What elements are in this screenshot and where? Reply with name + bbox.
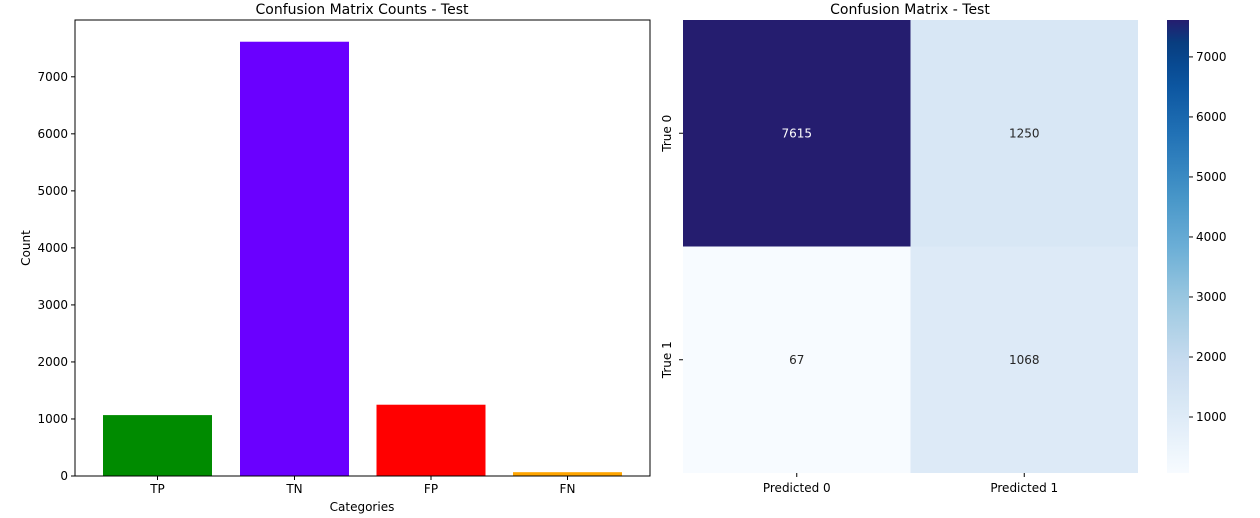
bar-chart-frame — [74, 19, 651, 477]
heatmap-cell-value: 67 — [789, 353, 804, 367]
col-label: Predicted 0 — [763, 481, 831, 495]
heatmap-chart: Confusion Matrix - Test 7615 1250 67 1068 T… — [660, 2, 1227, 495]
heatmap-cell — [683, 246, 911, 473]
bar-chart-xlabel: Categories — [330, 500, 395, 514]
heatmap-cells: 7615 1250 67 1068 — [683, 20, 1138, 473]
y-tick-label: 6000 — [37, 127, 68, 141]
colorbar-tick-label: 2000 — [1196, 350, 1227, 364]
x-tick-label: FN — [560, 482, 576, 496]
colorbar-tick-label: 7000 — [1196, 50, 1227, 64]
bar-tn — [240, 41, 349, 476]
heatmap-cell — [910, 246, 1138, 473]
bar-fp — [376, 404, 486, 476]
heatmap-cell-value: 1068 — [1009, 353, 1040, 367]
heatmap-cell-value: 1250 — [1009, 126, 1040, 140]
col-label: Predicted 1 — [990, 481, 1058, 495]
bar-chart-bars — [103, 41, 622, 476]
y-tick-label: 5000 — [37, 184, 68, 198]
y-tick-label: 3000 — [37, 298, 68, 312]
heatmap-title: Confusion Matrix - Test — [830, 2, 990, 18]
x-tick-label: FP — [424, 482, 438, 496]
y-tick-label: 1000 — [37, 412, 68, 426]
y-tick-label: 2000 — [37, 355, 68, 369]
row-label: True 1 — [660, 341, 674, 379]
bar-chart: Confusion Matrix Counts - Test 0 1000 2000… — [19, 2, 651, 514]
heatmap-cell — [683, 20, 911, 247]
colorbar-tick-label: 6000 — [1196, 110, 1227, 124]
heatmap-cell-value: 7615 — [781, 126, 812, 140]
colorbar — [1167, 20, 1189, 473]
y-tick-label: 4000 — [37, 241, 68, 255]
row-label: True 0 — [660, 115, 674, 153]
x-tick-label: TN — [285, 482, 302, 496]
heatmap-axes: True 0 True 1 Predicted 0 Predicted 1 — [660, 115, 1058, 495]
heatmap-cell — [910, 20, 1138, 247]
bar-fn — [513, 472, 622, 476]
y-tick-label: 0 — [60, 469, 68, 483]
y-tick-label: 7000 — [37, 70, 68, 84]
colorbar-tick-label: 1000 — [1196, 410, 1227, 424]
bar-chart-y-axis: 0 1000 2000 3000 4000 5000 6000 7000 — [37, 70, 75, 483]
colorbar-tick-label: 5000 — [1196, 170, 1227, 184]
x-tick-label: TP — [149, 482, 165, 496]
colorbar-tick-label: 3000 — [1196, 290, 1227, 304]
bar-tp — [103, 415, 212, 476]
bar-chart-title: Confusion Matrix Counts - Test — [255, 2, 469, 18]
colorbar-tick-label: 4000 — [1196, 230, 1227, 244]
bar-chart-ylabel: Count — [19, 230, 33, 266]
colorbar-axis: 1000 2000 3000 4000 5000 6000 7000 — [1189, 50, 1227, 424]
bar-chart-x-axis: TP TN FP FN — [149, 476, 575, 496]
